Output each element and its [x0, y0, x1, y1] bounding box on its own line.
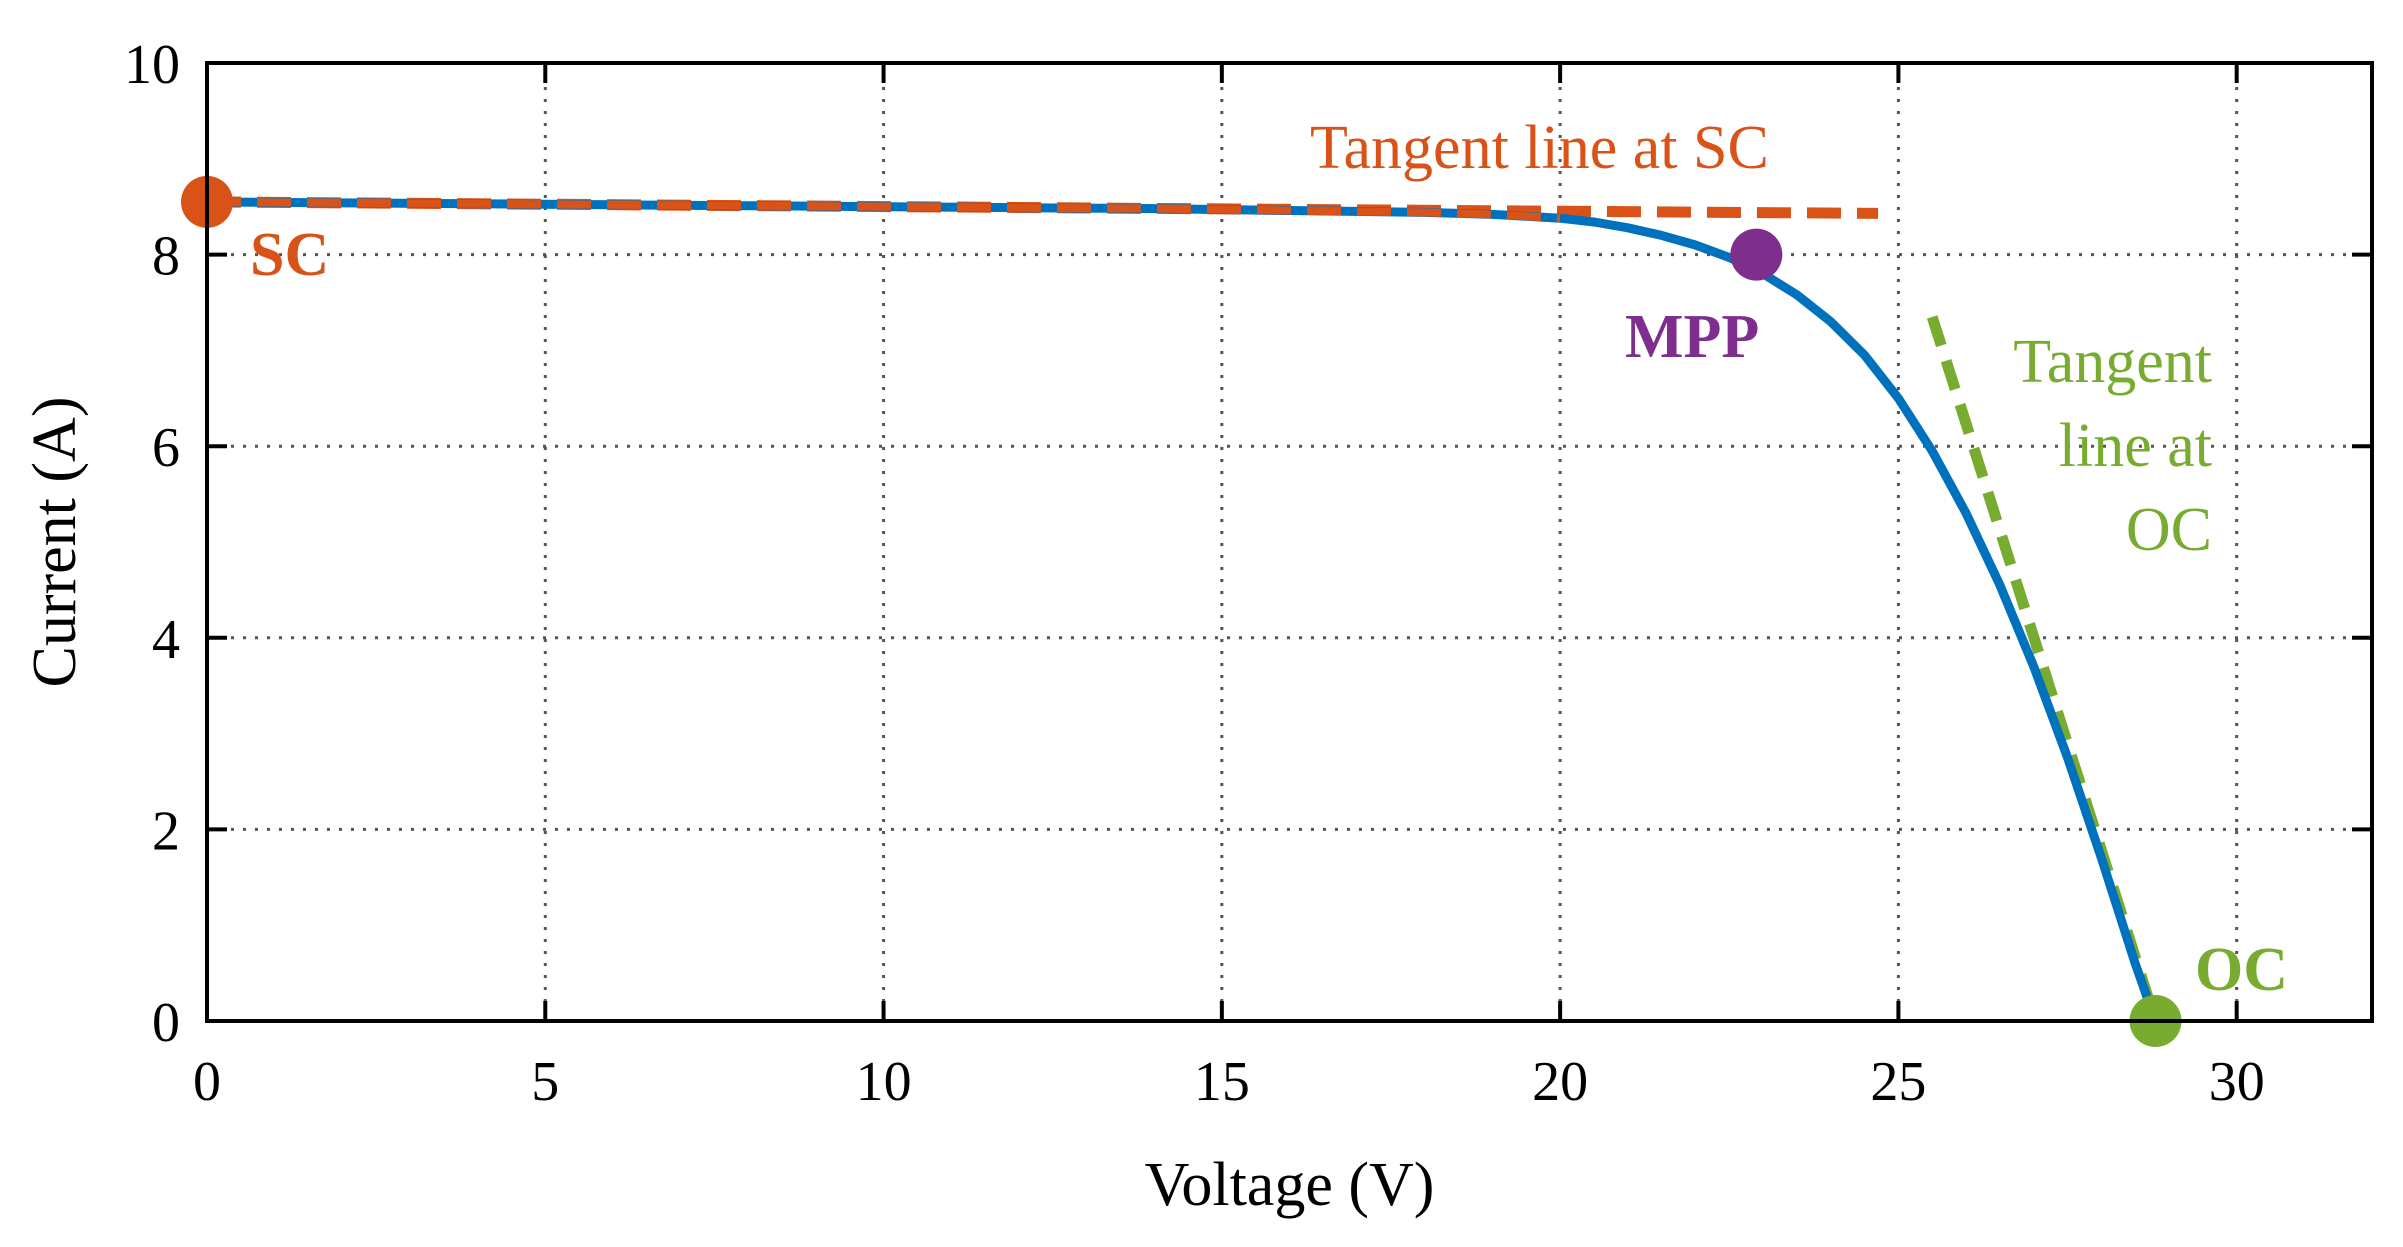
tangent-oc-annotation-line-1: Tangent — [2013, 328, 2212, 396]
mpp-label: MPP — [1625, 303, 1759, 371]
iv-curve-sc-overlay — [206, 197, 1561, 223]
x-tick-label: 10 — [856, 1051, 912, 1113]
iv-curve-line — [202, 197, 2160, 1026]
y-tick-label: 10 — [124, 34, 180, 96]
grid-lines — [207, 63, 2372, 1021]
tangent-oc-annotation-line-3: OC — [2126, 496, 2212, 564]
y-axis-ticks: 0 2 4 6 8 10 — [124, 34, 2372, 1054]
y-tick-label: 8 — [152, 226, 180, 288]
x-tick-label: 30 — [2209, 1051, 2265, 1113]
oc-label: OC — [2195, 936, 2288, 1004]
y-tick-label: 2 — [152, 800, 180, 862]
x-tick-label: 5 — [531, 1051, 559, 1113]
x-tick-label: 15 — [1194, 1051, 1250, 1113]
x-tick-label: 20 — [1532, 1051, 1588, 1113]
x-tick-label: 0 — [193, 1051, 221, 1113]
mpp-point — [1730, 228, 1783, 281]
tangent-oc-annotation-line-2: line at — [2059, 412, 2212, 480]
x-tick-label: 25 — [1870, 1051, 1926, 1113]
plot-frame — [205, 61, 2374, 1023]
y-tick-label: 4 — [152, 609, 180, 671]
y-tick-label: 0 — [152, 992, 180, 1054]
x-axis-label: Voltage (V) — [1145, 1151, 1435, 1219]
tangent-sc-annotation: Tangent line at SC — [1310, 114, 1769, 182]
y-axis-label: Current (A) — [21, 397, 89, 688]
y-tick-label: 6 — [152, 417, 180, 479]
x-axis-ticks: 0 5 10 15 20 25 30 — [193, 63, 2265, 1113]
sc-label: SC — [250, 221, 329, 289]
